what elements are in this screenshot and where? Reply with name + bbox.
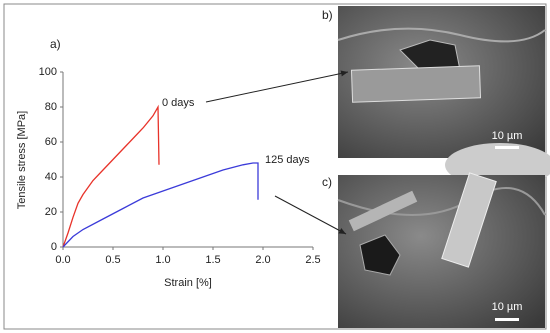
y-tick-label: 40 [45, 171, 57, 183]
image-c [337, 172, 546, 328]
image-b [337, 6, 550, 187]
series-label: 125 days [265, 154, 310, 166]
x-tick-label: 1.5 [205, 254, 220, 266]
image-label: c) [322, 175, 332, 189]
line [62, 162, 259, 248]
scale-bar-label: 10 µm [492, 301, 523, 313]
y-axis-label: Tensile stress [MPa] [16, 111, 28, 209]
x-tick-label: 0.5 [105, 254, 120, 266]
x-axis-label: Strain [%] [164, 277, 212, 289]
y-tick-label: 80 [45, 101, 57, 113]
y-tick-label: 100 [39, 66, 57, 78]
x-tick-label: 0.0 [55, 254, 70, 266]
y-tick-label: 60 [45, 136, 57, 148]
panel-label: a) [50, 37, 61, 51]
scale-bar-label: 10 µm [492, 130, 523, 142]
arrow [274, 195, 347, 235]
arrow [205, 70, 349, 103]
series-label: 0 days [162, 97, 195, 109]
y-tick-label: 20 [45, 206, 57, 218]
x-tick-label: 2.5 [305, 254, 320, 266]
x-tick-label: 2.0 [255, 254, 270, 266]
x-tick-label: 1.0 [155, 254, 170, 266]
image-label: b) [322, 8, 333, 22]
y-tick-label: 0 [51, 241, 57, 253]
line [62, 104, 160, 248]
